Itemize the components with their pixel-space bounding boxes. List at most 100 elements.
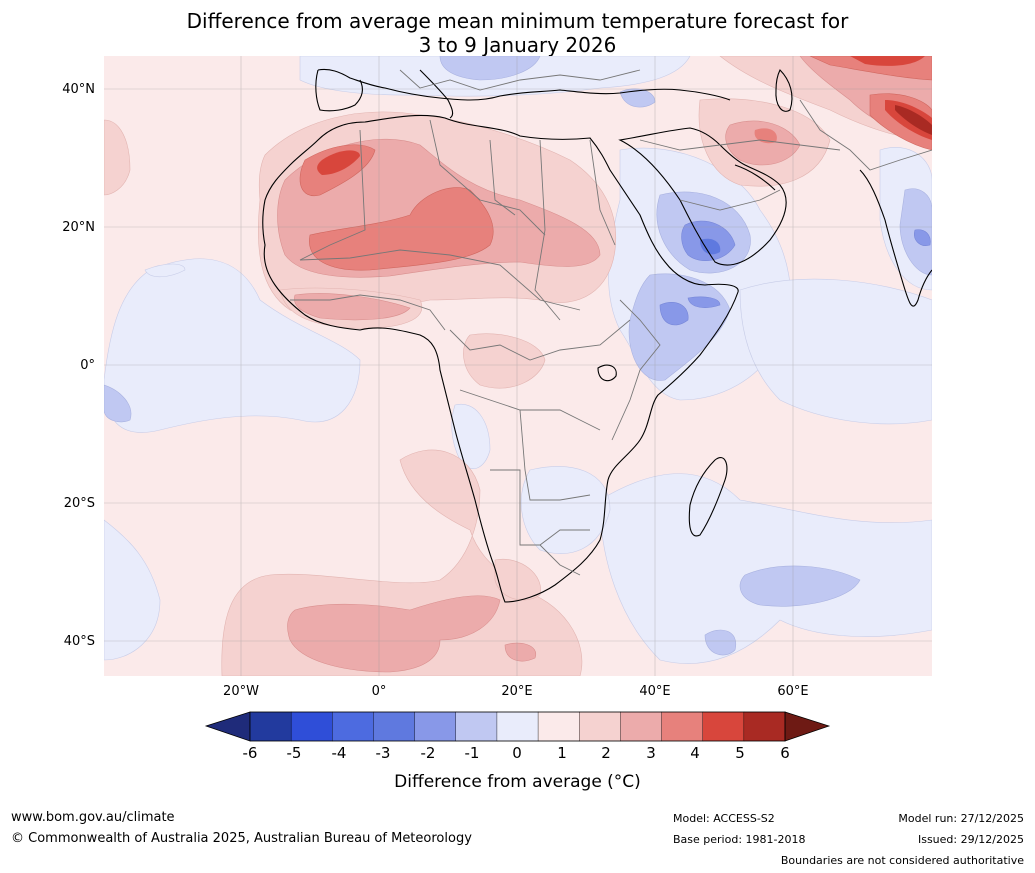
colorbar-segment bbox=[290, 711, 334, 742]
map-plot-area bbox=[104, 56, 932, 676]
lon-label-0: 0° bbox=[371, 684, 387, 699]
border-east bbox=[611, 299, 661, 441]
cool-anomaly-west-atlantic bbox=[104, 384, 132, 423]
footer-copyright: © Commonwealth of Australia 2025, Austra… bbox=[11, 831, 472, 846]
colorbar-tick: 4 bbox=[690, 744, 700, 762]
colorbar-segment bbox=[620, 711, 663, 742]
cool-anomaly-yemen-peak bbox=[700, 238, 721, 255]
lat-label-20s: 20°S bbox=[63, 496, 95, 511]
cool-anomaly-southern-africa bbox=[520, 466, 611, 554]
colorbar-segment bbox=[496, 711, 539, 742]
colorbar-tick: -4 bbox=[331, 744, 347, 762]
footer-issued: Issued: 29/12/2025 bbox=[917, 833, 1024, 846]
colorbar-segments bbox=[249, 711, 786, 742]
colorbar-overflow-triangle bbox=[784, 711, 831, 742]
lat-label-20n: 20°N bbox=[62, 220, 95, 235]
lat-label-equator: 0° bbox=[80, 358, 95, 373]
colorbar-tick: -6 bbox=[242, 744, 258, 762]
lon-label-20w: 20°W bbox=[223, 684, 259, 699]
colorbar-tick: 3 bbox=[646, 744, 656, 762]
cool-anomaly-atlantic bbox=[104, 258, 361, 433]
africa-coastline bbox=[262, 114, 739, 603]
map-title-line-2: 3 to 9 January 2026 bbox=[418, 33, 617, 57]
warm-anomaly-iran bbox=[725, 120, 801, 166]
border-central-1 bbox=[449, 319, 631, 361]
colorbar-segment bbox=[579, 711, 622, 742]
coastlines bbox=[262, 68, 932, 603]
colorbar bbox=[204, 711, 831, 742]
warm-anomaly-caspian-peak bbox=[850, 56, 925, 66]
warm-anomaly-morocco-peak bbox=[317, 150, 360, 175]
border-middle-east bbox=[639, 139, 841, 151]
colorbar-segment bbox=[537, 711, 580, 742]
colorbar-underflow-triangle bbox=[204, 711, 251, 742]
lake-victoria-coastline bbox=[597, 364, 617, 382]
border-europe bbox=[399, 69, 641, 91]
border-central-3 bbox=[519, 409, 591, 501]
map-title-line-1: Difference from average mean minimum tem… bbox=[186, 9, 849, 33]
border-n-africa-3 bbox=[489, 139, 516, 216]
border-sahel bbox=[299, 249, 581, 311]
border-west-africa bbox=[290, 294, 446, 331]
lat-label-40s: 40°S bbox=[63, 634, 95, 649]
cool-anomaly-cape-verde bbox=[144, 263, 186, 278]
lon-label-20e: 20°E bbox=[501, 684, 533, 699]
warm-anomaly-west-atlantic bbox=[104, 119, 131, 196]
italy-coastline bbox=[419, 69, 454, 119]
border-asia bbox=[799, 99, 932, 171]
border-arabia bbox=[679, 189, 781, 211]
caspian-coastline bbox=[775, 69, 793, 112]
border-n-africa-2 bbox=[429, 119, 546, 236]
colorbar-tick: 0 bbox=[512, 744, 522, 762]
footer-website-link[interactable]: www.bom.gov.au/climate bbox=[11, 810, 175, 825]
cool-anomaly-indian-south bbox=[739, 565, 861, 607]
colorbar-tick: -2 bbox=[420, 744, 436, 762]
cool-anomaly-arabian-sea bbox=[739, 278, 932, 425]
footer-model-run: Model run: 27/12/2025 bbox=[898, 812, 1024, 825]
warm-anomaly-iran-core bbox=[754, 128, 777, 144]
border-n-africa-1 bbox=[299, 129, 366, 261]
cool-anomaly-somalia-core bbox=[687, 296, 721, 308]
colorbar-segment bbox=[702, 711, 745, 742]
colorbar-tick: 2 bbox=[601, 744, 611, 762]
country-borders bbox=[290, 69, 932, 576]
cool-anomaly-india-core bbox=[914, 229, 931, 246]
persian-gulf-coastline bbox=[734, 164, 776, 191]
cool-anomaly-balkans bbox=[439, 56, 541, 81]
lon-label-60e: 60°E bbox=[777, 684, 809, 699]
colorbar-segment bbox=[373, 711, 416, 742]
warm-anomaly-south-africa-core bbox=[504, 642, 537, 662]
colorbar-tick: 5 bbox=[735, 744, 745, 762]
cool-anomaly-south-atlantic bbox=[104, 519, 161, 661]
iberia-coastline bbox=[315, 69, 364, 112]
lon-label-40e: 40°E bbox=[639, 684, 671, 699]
colorbar-tick: 1 bbox=[557, 744, 567, 762]
colorbar-tick: -1 bbox=[464, 744, 480, 762]
border-south-1 bbox=[490, 469, 590, 546]
graticule bbox=[104, 56, 932, 676]
colorbar-label: Difference from average (°C) bbox=[394, 772, 641, 792]
colorbar-segment bbox=[455, 711, 498, 742]
warm-anomaly-south-atlantic-core bbox=[287, 595, 501, 673]
lat-label-40n: 40°N bbox=[62, 82, 95, 97]
border-south-2 bbox=[539, 544, 581, 576]
colorbar-segment bbox=[743, 711, 786, 742]
arabian-peninsula-coastline bbox=[618, 127, 787, 266]
footer-disclaimer: Boundaries are not considered authoritat… bbox=[780, 854, 1024, 867]
footer-base-period: Base period: 1981-2018 bbox=[673, 833, 806, 846]
warm-anomaly-south-africa bbox=[494, 558, 541, 601]
colorbar-tick: -5 bbox=[286, 744, 302, 762]
colorbar-tick: -3 bbox=[375, 744, 391, 762]
colorbar-segment bbox=[661, 711, 704, 742]
border-central-2 bbox=[459, 389, 601, 431]
colorbar-segment bbox=[332, 711, 375, 742]
warm-anomaly-tibet-max bbox=[895, 105, 932, 135]
warm-anomaly-sahel bbox=[309, 187, 494, 271]
madagascar-coastline bbox=[688, 457, 728, 537]
colorbar-frame bbox=[249, 711, 786, 742]
cool-anomaly-kenya-core bbox=[659, 301, 689, 326]
colorbar-segment bbox=[414, 711, 457, 742]
border-n-africa-5 bbox=[589, 139, 616, 246]
cool-anomaly-mozambique-ch bbox=[704, 629, 737, 656]
